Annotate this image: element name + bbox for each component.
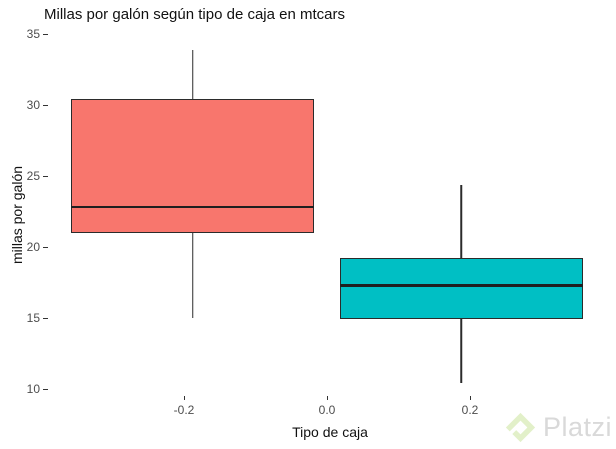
boxplot-median	[71, 205, 315, 209]
boxplot-box	[71, 99, 315, 233]
x-tick-label: -0.2	[173, 403, 195, 417]
watermark: Platzi	[505, 412, 612, 443]
platzi-gem-icon	[505, 412, 536, 443]
watermark-text: Platzi	[542, 412, 612, 442]
boxplot-box	[339, 258, 583, 319]
x-axis-title: Tipo de caja	[292, 424, 368, 440]
chart-title: Millas por galón según tipo de caja en m…	[44, 6, 345, 23]
y-tick-label: 30	[26, 98, 40, 112]
y-tick-label: 25	[26, 169, 40, 183]
y-tick-label: 35	[26, 27, 40, 41]
boxplot-lower-whisker	[460, 318, 462, 384]
y-tick-label: 15	[26, 311, 40, 325]
y-tick-mark	[43, 388, 48, 390]
boxplot-median	[339, 284, 583, 287]
x-tick-label: 0.0	[318, 403, 336, 417]
y-tick-label: 10	[26, 382, 40, 396]
y-tick-mark	[43, 33, 48, 35]
y-tick-label: 20	[26, 240, 40, 254]
x-tick-mark	[183, 396, 185, 400]
boxplot-lower-whisker	[192, 232, 194, 318]
boxplot-upper-whisker	[460, 184, 462, 259]
x-tick-mark	[326, 396, 328, 400]
x-tick-mark	[469, 396, 471, 400]
y-tick-mark	[43, 104, 48, 106]
y-tick-mark	[43, 246, 48, 248]
y-tick-mark	[43, 317, 48, 319]
y-tick-mark	[43, 175, 48, 177]
x-tick-label: 0.2	[461, 403, 479, 417]
boxplot-upper-whisker	[192, 49, 194, 100]
